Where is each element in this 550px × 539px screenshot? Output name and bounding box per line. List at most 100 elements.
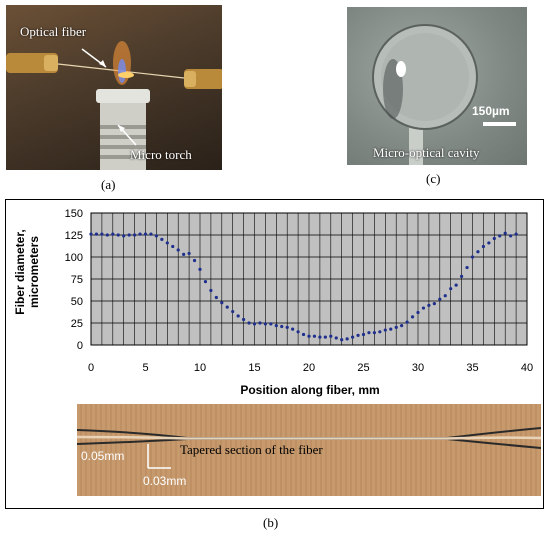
tapered-section-label: Tapered section of the fiber xyxy=(180,442,323,457)
y-tick-label: 100 xyxy=(65,252,83,264)
torch-thread xyxy=(100,135,146,139)
microsphere-inner xyxy=(381,33,469,121)
y-tick-label: 0 xyxy=(77,340,83,352)
data-point xyxy=(487,241,491,245)
torch-photo: Optical fiber Micro torch xyxy=(6,5,222,170)
data-point xyxy=(280,324,284,329)
data-point xyxy=(171,244,175,249)
cavity-photo: 150µm Micro-optical cavity xyxy=(347,7,527,165)
data-point xyxy=(285,325,289,329)
x-tick-label: 20 xyxy=(303,362,315,374)
data-point xyxy=(214,295,218,300)
panel-a-caption: (a) xyxy=(101,177,116,192)
data-point xyxy=(421,306,426,310)
data-point xyxy=(470,255,475,259)
plot-border xyxy=(90,212,528,346)
data-point xyxy=(323,335,327,339)
data-point xyxy=(460,274,464,278)
data-point xyxy=(312,334,317,338)
data-point xyxy=(291,327,295,331)
data-point xyxy=(176,248,180,252)
data-point xyxy=(301,332,306,337)
data-point xyxy=(367,331,371,335)
data-point xyxy=(187,251,191,256)
x-tick-label: 5 xyxy=(142,362,148,374)
data-point xyxy=(503,231,507,235)
torch-nozzle xyxy=(96,89,150,103)
data-point xyxy=(378,330,382,334)
panel-c-caption: (c) xyxy=(426,171,441,186)
data-point xyxy=(89,232,93,236)
vertical-dimension-label: 0.05mm xyxy=(81,449,125,463)
fiber-arrow-head xyxy=(99,60,106,67)
x-tick-label: 10 xyxy=(194,362,206,374)
data-point xyxy=(416,310,420,315)
x-tick-label: 15 xyxy=(248,362,260,374)
scale-bar xyxy=(483,122,516,126)
data-point xyxy=(481,244,485,249)
scale-bar-label: 150µm xyxy=(472,104,510,118)
heated-spot xyxy=(118,72,134,78)
data-point xyxy=(383,328,387,332)
data-point xyxy=(252,322,257,326)
data-point xyxy=(340,338,344,342)
data-point xyxy=(361,332,366,337)
data-point xyxy=(400,324,404,328)
data-point xyxy=(405,320,409,324)
torch-thread xyxy=(100,155,146,159)
data-point xyxy=(160,237,164,241)
data-point xyxy=(122,234,126,238)
x-axis-title: Position along fiber, mm xyxy=(240,383,379,397)
data-point xyxy=(209,288,213,293)
fiber-core xyxy=(77,435,541,440)
data-point xyxy=(138,232,142,236)
data-point xyxy=(231,309,235,314)
torch-photo-drawing xyxy=(6,41,222,170)
tapered-fiber-photo: Tapered section of the fiber 0.05mm 0.03… xyxy=(77,404,541,496)
y-tick-label: 150 xyxy=(65,208,83,220)
data-point xyxy=(465,265,469,270)
data-point xyxy=(356,333,360,337)
plot-layer xyxy=(89,212,528,346)
data-point xyxy=(410,315,415,319)
data-point xyxy=(116,233,120,237)
axis-layer: Fiber diameter, micrometers Position alo… xyxy=(13,208,533,397)
data-point xyxy=(307,334,311,338)
microsphere-highlight xyxy=(396,61,406,77)
x-tick-label: 40 xyxy=(521,362,533,374)
data-point xyxy=(492,236,496,241)
x-tick-label: 35 xyxy=(466,362,478,374)
data-point xyxy=(149,232,153,236)
data-point xyxy=(154,234,158,238)
data-point xyxy=(318,335,322,339)
data-point xyxy=(203,280,208,284)
data-point xyxy=(438,297,442,301)
torch-thread xyxy=(100,125,146,129)
panel-b-frame xyxy=(5,199,544,509)
x-tick-label: 25 xyxy=(357,362,369,374)
data-point xyxy=(263,322,267,326)
data-point xyxy=(351,335,355,339)
data-point xyxy=(432,302,436,306)
data-point xyxy=(111,232,115,236)
right-holder-tip xyxy=(184,71,196,87)
left-holder-tip xyxy=(44,55,58,71)
data-point xyxy=(127,233,131,237)
y-tick-label: 50 xyxy=(71,296,83,308)
torch-thread xyxy=(100,145,146,149)
data-point xyxy=(242,317,246,322)
data-point xyxy=(509,234,513,238)
y-axis-title-line1: Fiber diameter, xyxy=(13,229,27,314)
data-point xyxy=(394,325,398,329)
y-axis-title-line2: micrometers xyxy=(27,236,41,308)
data-point xyxy=(192,258,197,263)
data-point xyxy=(334,336,338,340)
data-point xyxy=(296,330,300,334)
data-point xyxy=(274,324,278,328)
y-tick-label: 125 xyxy=(65,230,83,242)
data-point xyxy=(389,327,393,331)
data-point xyxy=(514,232,518,236)
data-point xyxy=(498,234,502,238)
data-point xyxy=(165,241,169,245)
